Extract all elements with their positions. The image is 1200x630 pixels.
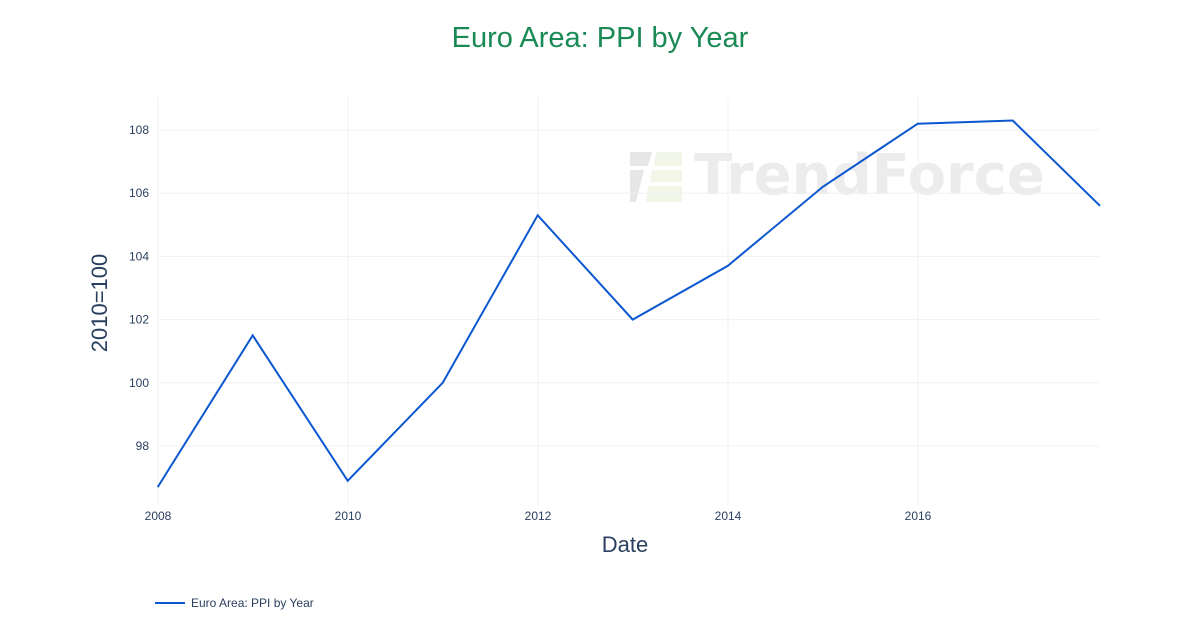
svg-text:2016: 2016 <box>905 509 932 523</box>
legend-item[interactable]: Euro Area: PPI by Year <box>155 596 314 610</box>
chart-title: Euro Area: PPI by Year <box>451 22 749 54</box>
legend-line-swatch <box>155 602 185 604</box>
tick-labels: 98 100 102 104 106 108 2008 2010 2012 2014 2016 <box>129 123 932 523</box>
gridlines <box>157 98 1100 505</box>
svg-text:102: 102 <box>129 313 149 327</box>
svg-text:106: 106 <box>129 186 149 200</box>
x-axis-title: Date <box>601 532 649 557</box>
svg-text:2014: 2014 <box>715 509 742 523</box>
series-line[interactable] <box>156 119 1101 488</box>
trendforce-watermark: TrendForce <box>626 143 1045 208</box>
svg-text:2012: 2012 <box>525 509 552 523</box>
watermark-text: TrendForce <box>694 143 1045 208</box>
svg-text:98: 98 <box>136 439 150 453</box>
svg-text:108: 108 <box>129 123 149 137</box>
legend-label: Euro Area: PPI by Year <box>191 596 314 610</box>
y-axis-title: 2010=100 <box>87 253 112 353</box>
svg-text:100: 100 <box>129 376 149 390</box>
svg-text:2008: 2008 <box>145 509 172 523</box>
svg-text:104: 104 <box>129 249 149 263</box>
trendforce-logo-icon <box>630 151 682 202</box>
svg-text:2010: 2010 <box>335 509 362 523</box>
